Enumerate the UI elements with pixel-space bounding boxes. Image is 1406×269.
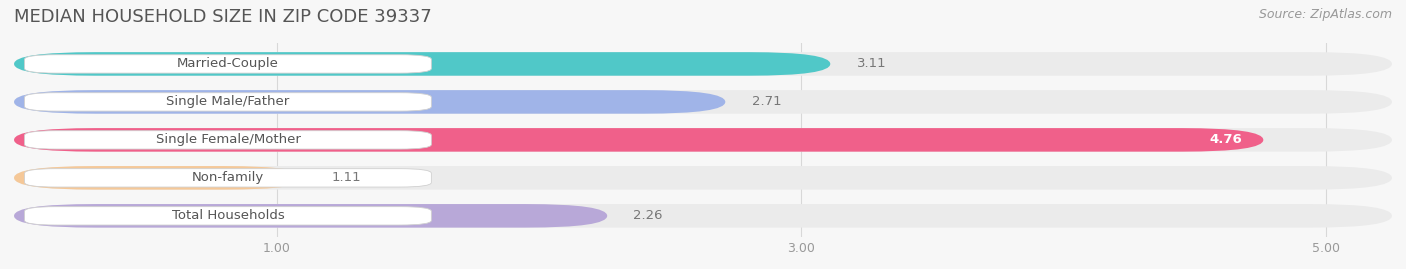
Text: MEDIAN HOUSEHOLD SIZE IN ZIP CODE 39337: MEDIAN HOUSEHOLD SIZE IN ZIP CODE 39337: [14, 8, 432, 26]
FancyBboxPatch shape: [14, 90, 1392, 114]
Text: 3.11: 3.11: [856, 57, 886, 70]
Text: Single Female/Mother: Single Female/Mother: [156, 133, 301, 146]
FancyBboxPatch shape: [14, 128, 1264, 152]
FancyBboxPatch shape: [14, 128, 1392, 152]
Text: Non-family: Non-family: [191, 171, 264, 184]
FancyBboxPatch shape: [24, 93, 432, 111]
Text: 1.11: 1.11: [332, 171, 361, 184]
Text: Single Male/Father: Single Male/Father: [166, 95, 290, 108]
FancyBboxPatch shape: [14, 52, 1392, 76]
FancyBboxPatch shape: [24, 169, 432, 187]
Text: 4.76: 4.76: [1209, 133, 1243, 146]
Text: Source: ZipAtlas.com: Source: ZipAtlas.com: [1258, 8, 1392, 21]
Text: Married-Couple: Married-Couple: [177, 57, 278, 70]
FancyBboxPatch shape: [14, 90, 725, 114]
FancyBboxPatch shape: [24, 131, 432, 149]
FancyBboxPatch shape: [24, 207, 432, 225]
FancyBboxPatch shape: [14, 166, 305, 190]
Text: 2.26: 2.26: [634, 209, 664, 222]
FancyBboxPatch shape: [14, 204, 1392, 228]
FancyBboxPatch shape: [14, 204, 607, 228]
FancyBboxPatch shape: [24, 55, 432, 73]
Text: Total Households: Total Households: [172, 209, 284, 222]
Text: 2.71: 2.71: [752, 95, 782, 108]
FancyBboxPatch shape: [14, 52, 831, 76]
FancyBboxPatch shape: [14, 166, 1392, 190]
